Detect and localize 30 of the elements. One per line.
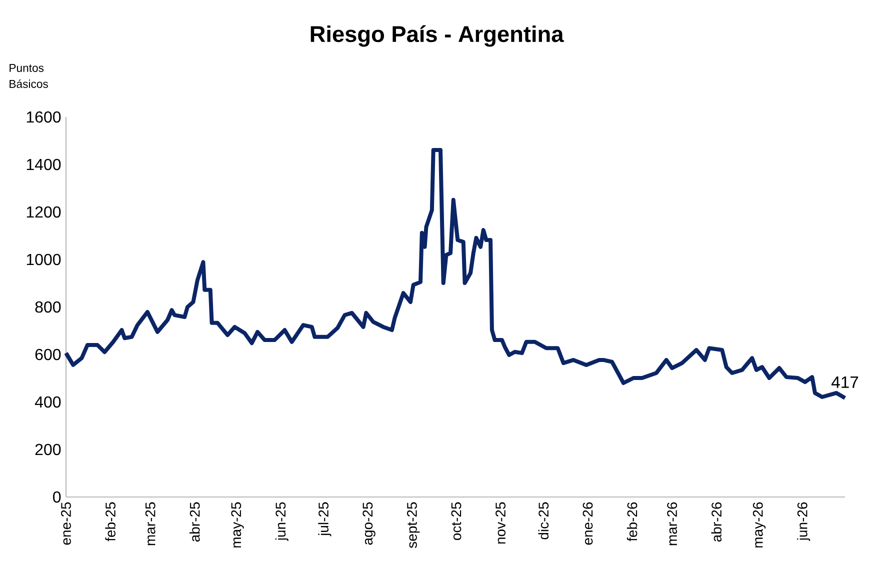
x-tick-label: jul-25 xyxy=(318,502,332,536)
x-tick-label: ago-25 xyxy=(362,502,376,545)
y-axis-title: Puntos Básicos xyxy=(10,64,48,88)
x-tick-label: jun-26 xyxy=(797,502,810,541)
y-tick-label: 1600 xyxy=(26,111,61,123)
x-tick-label: ene-25 xyxy=(61,502,71,545)
y-tick-label: 1000 xyxy=(26,254,61,266)
y-tick-label: 200 xyxy=(35,444,61,456)
y-tick-label: 0 xyxy=(53,491,61,503)
x-tick-label: oct-25 xyxy=(451,502,462,540)
x-tick-label: dic-25 xyxy=(538,502,549,540)
x-tick-label: mar-26 xyxy=(667,502,678,546)
x-tick-label: abr-26 xyxy=(711,502,722,542)
y-tick-label: 400 xyxy=(34,396,61,408)
x-tick-label: feb-25 xyxy=(105,502,116,542)
y-tick-label: 800 xyxy=(35,301,61,313)
x-tick-label: may-25 xyxy=(231,502,244,548)
x-tick-label: sept-25 xyxy=(407,502,420,548)
annotation: 417 xyxy=(831,376,858,388)
x-tick-label: mar-25 xyxy=(145,502,156,546)
x-tick-label: feb-26 xyxy=(626,502,638,542)
y-tick-label: 600 xyxy=(35,348,61,360)
y-tick-label: 1400 xyxy=(26,158,61,170)
y-tick-label: 1200 xyxy=(26,206,61,218)
x-tick-label: jun-25 xyxy=(275,502,288,541)
x-tick-label: ene-26 xyxy=(582,502,593,545)
chart-title: Riesgo País - Argentina xyxy=(310,25,564,47)
x-tick-label: nov-25 xyxy=(496,502,506,544)
x-tick-label: abr-25 xyxy=(190,502,200,542)
x-tick-label: may-26 xyxy=(752,502,766,548)
